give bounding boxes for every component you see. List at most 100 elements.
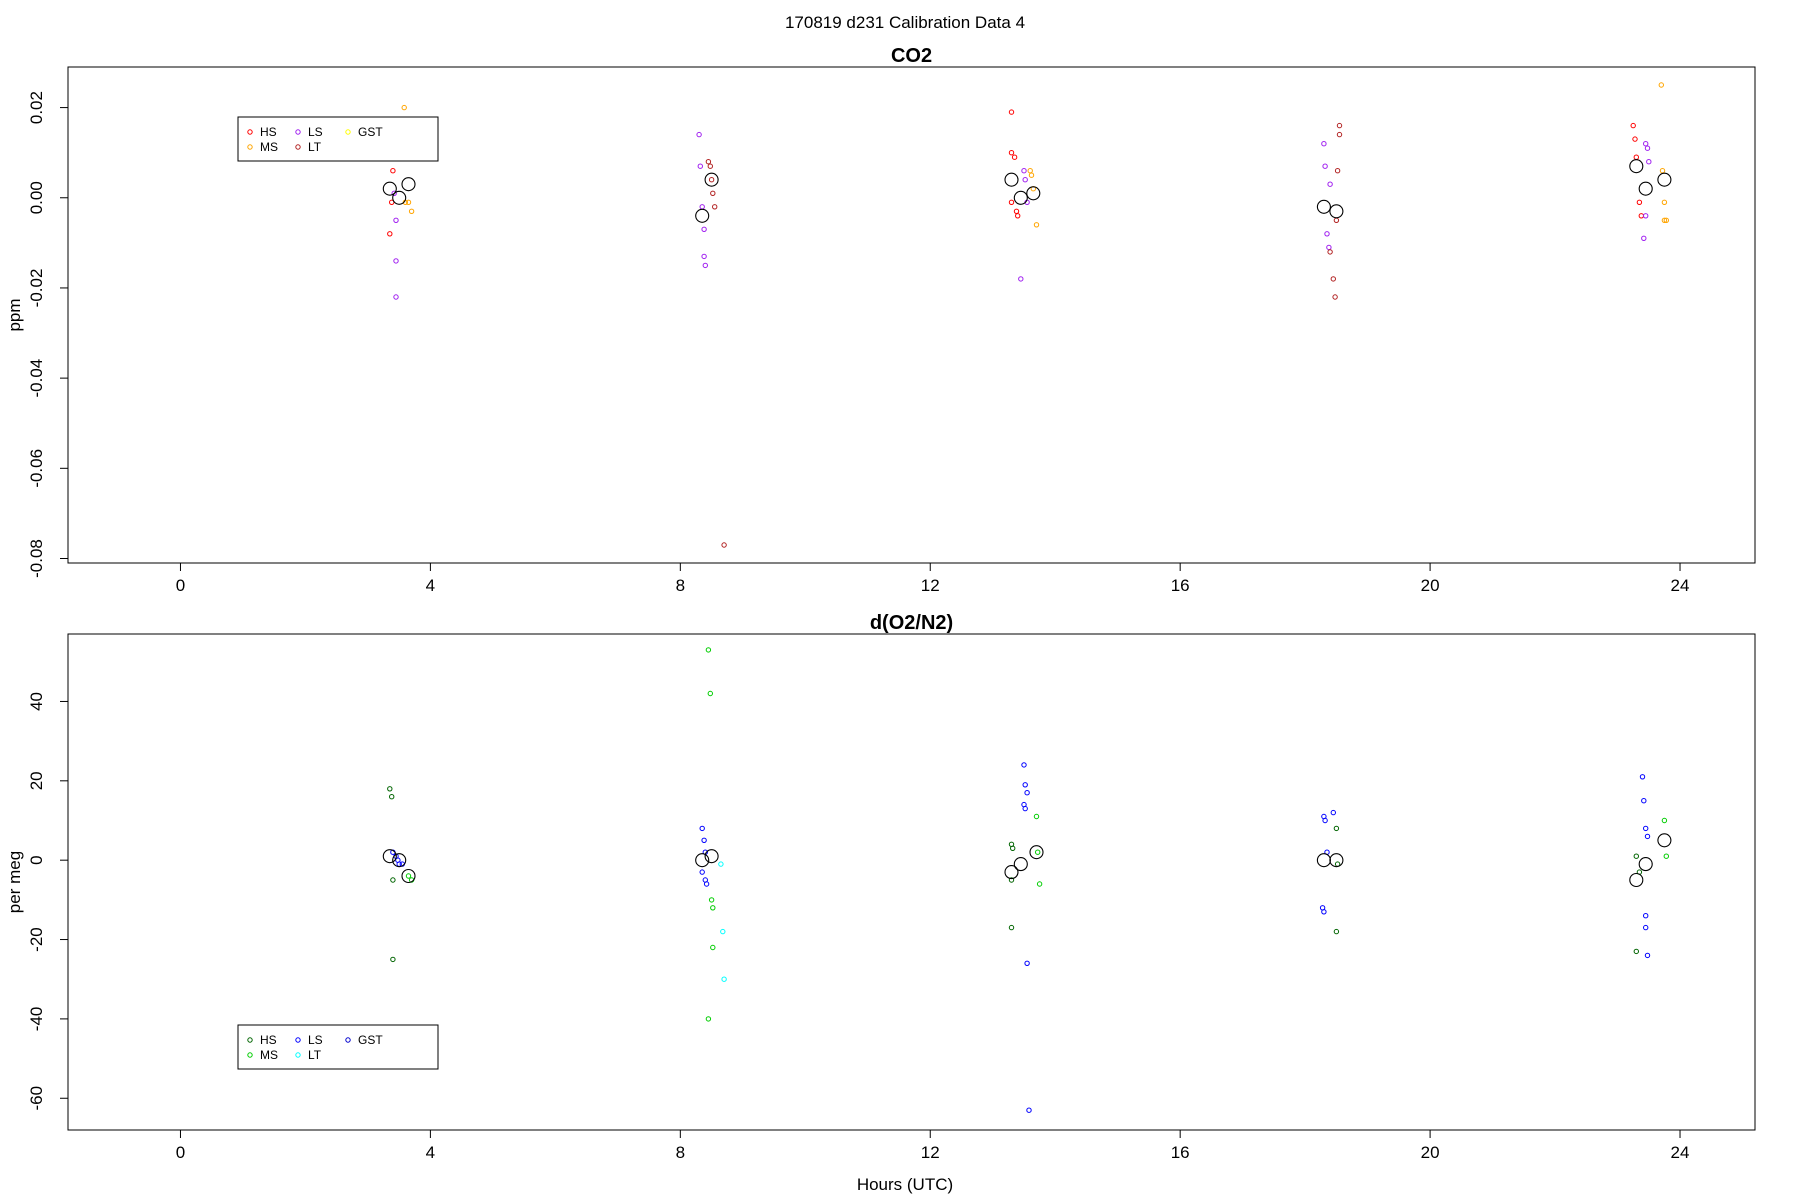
co2-point-lt xyxy=(1330,276,1337,282)
o2n2-legend-marker-ms xyxy=(247,1052,253,1058)
co2-point-ls xyxy=(1326,244,1332,251)
o2n2-y-tick-label: 20 xyxy=(27,771,46,790)
o2n2-point-ms xyxy=(1033,813,1040,820)
o2n2-point-hs xyxy=(389,794,395,800)
co2-mean-point xyxy=(704,172,719,187)
co2-point-lt xyxy=(1336,122,1343,129)
o2n2-legend-marker-ls xyxy=(295,1037,301,1043)
o2n2-mean-point xyxy=(1029,845,1044,860)
co2-legend-label-ms: MS xyxy=(260,140,278,154)
co2-point-hs xyxy=(1015,213,1021,219)
co2-x-tick-label: 12 xyxy=(921,576,940,595)
o2n2-point-hs xyxy=(1008,924,1015,931)
co2-point-ls xyxy=(1646,159,1652,165)
co2-legend-label-gst: GST xyxy=(358,125,383,139)
co2-legend-marker-gst xyxy=(345,129,351,135)
o2n2-point-ls xyxy=(1024,790,1030,796)
o2n2-y-tick-label: -60 xyxy=(27,1086,46,1111)
co2-point-hs xyxy=(1011,154,1018,160)
o2n2-point-ms xyxy=(405,873,412,879)
o2n2-point-hs xyxy=(1633,948,1640,955)
o2n2-point-ls xyxy=(703,881,710,887)
o2n2-y-tick-label: -20 xyxy=(27,927,46,952)
co2-point-ms xyxy=(408,208,415,215)
o2n2-legend-marker-gst xyxy=(345,1037,351,1043)
co2-point-ls xyxy=(701,226,707,233)
co2-point-ls xyxy=(1641,235,1647,242)
o2n2-point-hs xyxy=(1633,853,1640,859)
o2n2-point-ms xyxy=(707,690,713,697)
o2n2-point-ls xyxy=(1643,913,1649,919)
o2n2-mean-point xyxy=(1004,865,1019,880)
o2n2-mean-point xyxy=(1657,833,1672,848)
o2n2-mean-point xyxy=(382,849,397,864)
co2-point-ms xyxy=(401,104,407,111)
o2n2-x-tick-label: 24 xyxy=(1671,1143,1690,1162)
co2-y-tick-label: -0.02 xyxy=(27,269,46,308)
o2n2-point-ls xyxy=(1321,909,1327,915)
co2-y-tick-label: -0.06 xyxy=(27,449,46,488)
o2n2-legend-label-ms: MS xyxy=(260,1048,278,1062)
o2n2-point-ls xyxy=(701,837,707,843)
co2-point-ls xyxy=(393,294,399,300)
o2n2-point-ms xyxy=(1035,849,1041,855)
co2-point-lt xyxy=(1333,217,1340,224)
co2-x-tick-label: 4 xyxy=(426,576,435,595)
o2n2-x-tick-label: 0 xyxy=(176,1143,185,1162)
co2-mean-point xyxy=(1013,190,1028,205)
co2-point-ls xyxy=(702,262,708,269)
co2-y-axis-label: ppm xyxy=(5,298,24,331)
co2-point-lt xyxy=(1336,131,1343,138)
o2n2-x-tick-label: 16 xyxy=(1171,1143,1190,1162)
o2n2-legend-label-lt: LT xyxy=(308,1048,322,1062)
o2n2-y-tick-label: 0 xyxy=(27,855,46,864)
co2-point-hs xyxy=(1008,199,1015,206)
o2n2-x-tick-label: 20 xyxy=(1421,1143,1440,1162)
co2-mean-point xyxy=(401,177,416,192)
co2-x-tick-label: 8 xyxy=(676,576,685,595)
co2-x-tick-label: 16 xyxy=(1171,576,1190,595)
co2-point-ls xyxy=(1321,141,1327,147)
co2-point-ms xyxy=(1027,168,1033,174)
co2-point-ls xyxy=(1022,177,1028,183)
o2n2-x-tick-label: 8 xyxy=(676,1143,685,1162)
co2-point-ms xyxy=(1658,82,1665,88)
co2-point-ms xyxy=(1028,172,1035,178)
co2-legend-label-lt: LT xyxy=(308,140,322,154)
co2-mean-point xyxy=(382,181,397,196)
o2n2-point-ls xyxy=(1322,817,1328,824)
o2n2-x-tick-label: 4 xyxy=(426,1143,435,1162)
co2-point-ls xyxy=(1327,181,1333,187)
co2-point-ms xyxy=(1661,199,1668,206)
co2-point-ls xyxy=(1643,141,1649,147)
o2n2-point-ms xyxy=(1036,881,1043,887)
co2-point-hs xyxy=(387,231,393,237)
co2-point-ls xyxy=(393,258,399,264)
o2n2-point-ls xyxy=(1021,762,1027,768)
co2-point-hs xyxy=(1008,109,1015,115)
o2n2-point-hs xyxy=(1333,928,1340,935)
o2n2-point-ls xyxy=(1024,960,1030,966)
co2-point-hs xyxy=(1633,154,1640,160)
o2n2-point-hs xyxy=(1333,825,1340,832)
o2n2-point-lt xyxy=(720,928,726,935)
co2-legend-box xyxy=(237,116,439,162)
co2-x-tick-label: 0 xyxy=(176,576,185,595)
co2-point-hs xyxy=(1008,150,1015,156)
o2n2-mean-point xyxy=(1316,853,1331,868)
o2n2-point-ls xyxy=(1022,782,1028,788)
o2n2-legend-marker-lt xyxy=(295,1052,301,1058)
figure-title: 170819 d231 Calibration Data 4 xyxy=(785,13,1025,32)
co2-mean-point xyxy=(1316,199,1331,214)
co2-point-ls xyxy=(391,190,397,197)
co2-point-ms xyxy=(1659,168,1666,174)
o2n2-legend-marker-hs xyxy=(247,1037,253,1043)
co2-point-lt xyxy=(705,159,712,165)
o2n2-panel-title: d(O2/N2) xyxy=(870,612,953,634)
co2-point-hs xyxy=(1636,199,1643,206)
o2n2-point-lt xyxy=(718,861,724,867)
co2-legend-marker-lt xyxy=(295,144,301,150)
co2-x-tick-label: 24 xyxy=(1671,576,1690,595)
co2-point-hs xyxy=(1632,136,1638,142)
